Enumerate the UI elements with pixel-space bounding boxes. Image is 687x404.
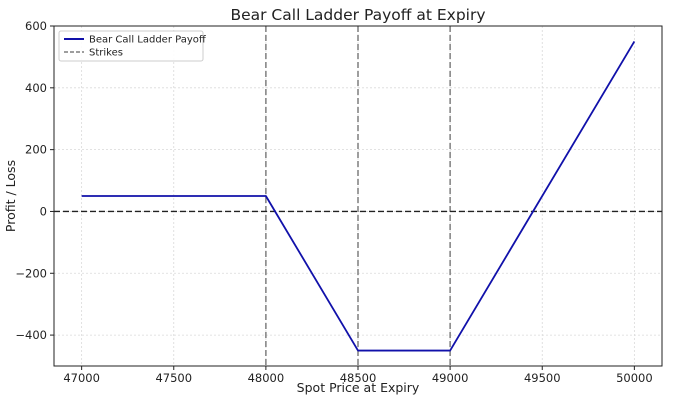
x-ticks: 47000 47500 48000 48500 49000 49500 50000 <box>63 366 653 385</box>
y-tick-label: 0 <box>40 204 47 218</box>
x-tick-label: 49500 <box>524 371 561 385</box>
legend-box <box>58 30 204 62</box>
legend-label-payoff: Bear Call Ladder Payoff <box>89 35 207 46</box>
x-tick-label: 47500 <box>155 371 192 385</box>
x-tick-label: 49000 <box>432 371 469 385</box>
legend-label-strikes: Strikes <box>89 48 123 59</box>
chart-title: Bear Call Ladder Payoff at Expiry <box>230 6 485 24</box>
y-tick-label: −400 <box>15 328 47 342</box>
strike-lines <box>265 26 451 366</box>
x-axis-label: Spot Price at Expiry <box>297 380 420 395</box>
x-tick-label: 48500 <box>340 371 377 385</box>
series-layer <box>81 40 636 352</box>
y-ticks: −400 −200 0 200 400 600 <box>15 19 54 342</box>
x-tick-label: 47000 <box>63 371 100 385</box>
y-tick-label: 400 <box>25 81 47 95</box>
y-axis-label: Profit / Loss <box>3 160 18 232</box>
x-tick-label: 50000 <box>616 371 653 385</box>
y-tick-label: 600 <box>25 19 47 33</box>
y-tick-label: 200 <box>25 143 47 157</box>
legend: Bear Call Ladder Payoff Strikes <box>58 30 207 62</box>
series-line-payoff <box>81 40 636 352</box>
y-tick-label: −200 <box>15 266 47 280</box>
x-tick-label: 48000 <box>248 371 285 385</box>
